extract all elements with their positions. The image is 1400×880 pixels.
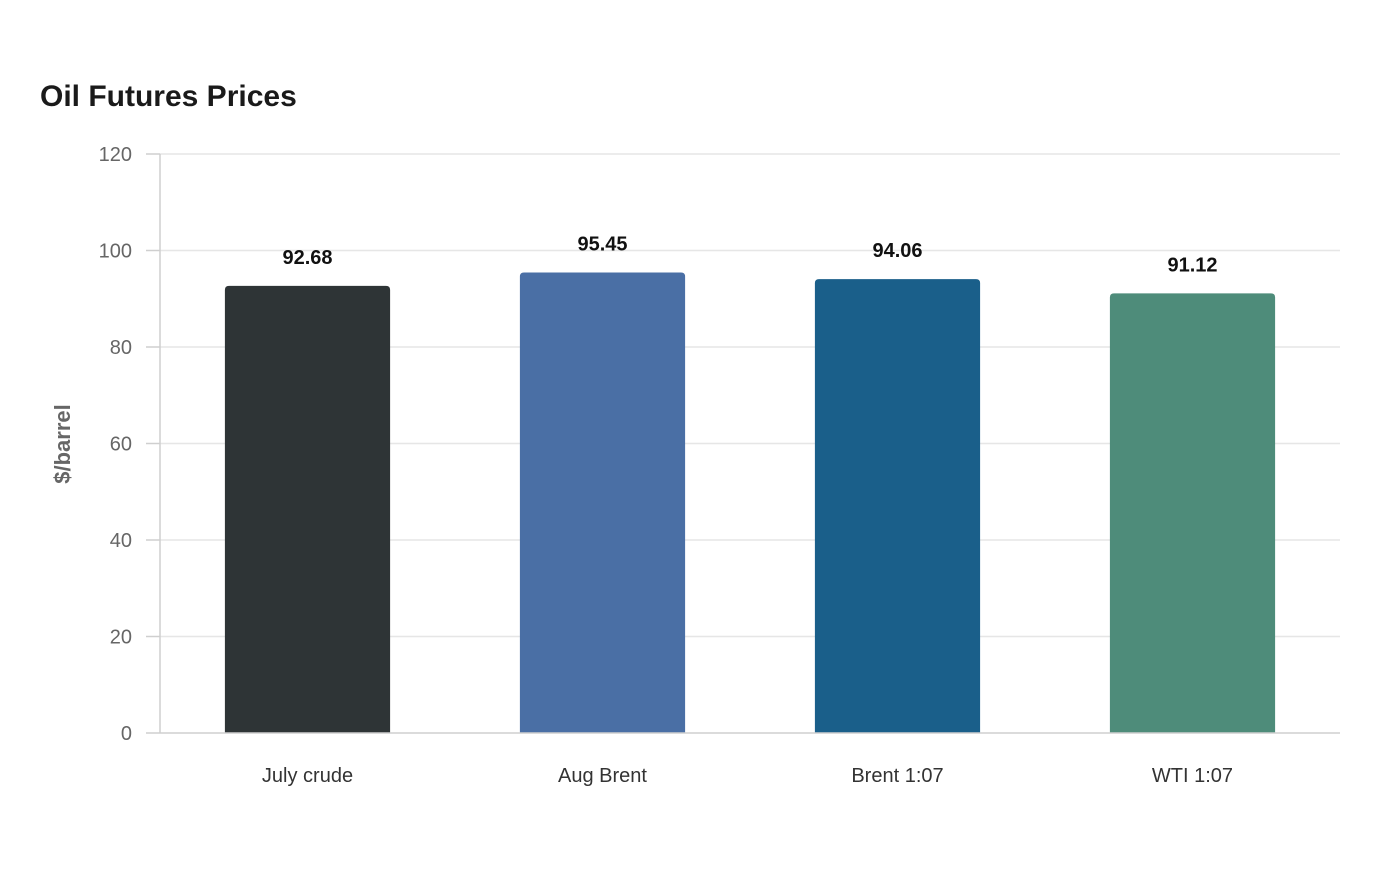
x-tick-label: July crude xyxy=(262,765,353,787)
data-labels: 92.68 95.45 94.06 91.12 xyxy=(282,233,1217,276)
data-label: 95.45 xyxy=(577,233,627,255)
x-tick-label: Aug Brent xyxy=(558,765,647,787)
y-tick-label: 80 xyxy=(110,337,132,359)
bar xyxy=(519,272,686,733)
bar xyxy=(224,285,391,733)
y-tick-label: 100 xyxy=(99,241,132,263)
y-axis-ticks: 0 20 40 60 80 100 120 xyxy=(99,144,160,745)
x-tick-label: WTI 1:07 xyxy=(1152,765,1233,787)
data-label: 92.68 xyxy=(282,247,332,269)
y-tick-label: 120 xyxy=(99,144,132,166)
y-tick-label: 60 xyxy=(110,434,132,456)
y-tick-label: 0 xyxy=(121,723,132,745)
y-tick-label: 20 xyxy=(110,627,132,649)
x-axis-ticks: July crude Aug Brent Brent 1:07 WTI 1:07 xyxy=(262,765,1233,787)
y-tick-label: 40 xyxy=(110,530,132,552)
y-axis-label: $/barrel xyxy=(50,404,75,484)
bar xyxy=(1109,293,1276,733)
bar xyxy=(814,279,981,733)
data-label: 94.06 xyxy=(872,240,922,262)
x-tick-label: Brent 1:07 xyxy=(851,765,943,787)
bars xyxy=(224,272,1276,733)
data-label: 91.12 xyxy=(1167,254,1217,276)
chart-title: Oil Futures Prices xyxy=(40,80,297,113)
